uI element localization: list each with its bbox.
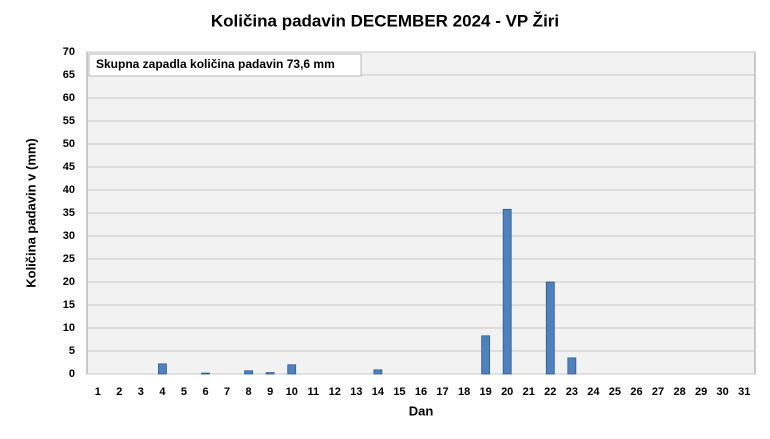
bar — [244, 370, 254, 375]
y-tick-label: 35 — [63, 207, 75, 219]
x-tick-label: 5 — [181, 386, 187, 398]
x-tick-label: 12 — [329, 386, 341, 398]
x-tick-label: 7 — [224, 386, 230, 398]
x-tick-label: 19 — [480, 386, 492, 398]
y-axis-label: Količina padavin v (mm) — [23, 138, 38, 288]
x-tick-label: 26 — [630, 386, 642, 398]
x-tick-label: 2 — [116, 386, 122, 398]
x-tick-label: 28 — [673, 386, 685, 398]
y-tick-label: 15 — [63, 299, 75, 311]
y-tick-label: 20 — [63, 276, 75, 288]
x-tick-label: 8 — [246, 386, 252, 398]
x-tick-label: 31 — [738, 386, 750, 398]
x-tick-label: 30 — [717, 386, 729, 398]
x-tick-label: 10 — [286, 386, 298, 398]
x-tick-label: 27 — [652, 386, 664, 398]
x-tick-label: 17 — [436, 386, 448, 398]
bar — [545, 281, 555, 375]
y-tick-label: 55 — [63, 115, 75, 127]
x-tick-label: 3 — [138, 386, 144, 398]
bar — [201, 372, 210, 375]
x-tick-label: 11 — [307, 386, 319, 398]
y-tick-label: 25 — [63, 253, 75, 265]
x-tick-label: 25 — [609, 386, 621, 398]
x-tick-label: 14 — [372, 386, 385, 398]
bar — [287, 364, 297, 375]
bar — [567, 357, 577, 375]
x-tick-label: 24 — [587, 386, 600, 398]
x-tick-label: 9 — [267, 386, 273, 398]
x-tick-label: 13 — [350, 386, 362, 398]
y-tick-label: 30 — [63, 230, 75, 242]
bar — [502, 208, 512, 375]
y-tick-label: 5 — [69, 345, 75, 357]
y-tick-label: 10 — [63, 322, 75, 334]
y-tick-label: 65 — [63, 69, 75, 81]
x-tick-label: 4 — [159, 386, 166, 398]
x-tick-label: 6 — [202, 386, 208, 398]
y-tick-label: 45 — [63, 161, 75, 173]
bar — [373, 369, 383, 375]
bar — [481, 335, 491, 375]
x-axis-label: Dan — [409, 403, 434, 418]
y-tick-label: 70 — [63, 46, 75, 58]
x-tick-label: 15 — [393, 386, 405, 398]
x-tick-label: 16 — [415, 386, 427, 398]
y-tick-label: 40 — [63, 184, 75, 196]
x-tick-label: 18 — [458, 386, 470, 398]
bar — [265, 372, 275, 375]
y-tick-label: 50 — [63, 138, 75, 150]
y-tick-label: 60 — [63, 92, 75, 104]
x-tick-label: 23 — [566, 386, 578, 398]
bar — [158, 363, 167, 375]
x-tick-label: 22 — [544, 386, 556, 398]
x-tick-label: 1 — [95, 386, 101, 398]
x-tick-label: 29 — [695, 386, 707, 398]
x-tick-label: 20 — [501, 386, 513, 398]
annotation-box — [88, 53, 362, 77]
chart-title: Količina padavin DECEMBER 2024 - VP Žiri — [211, 11, 559, 30]
x-tick-label: 21 — [523, 386, 535, 398]
annotation: Skupna zapadla količina padavin 73,6 mm — [96, 57, 335, 71]
y-tick-label: 0 — [69, 368, 75, 380]
